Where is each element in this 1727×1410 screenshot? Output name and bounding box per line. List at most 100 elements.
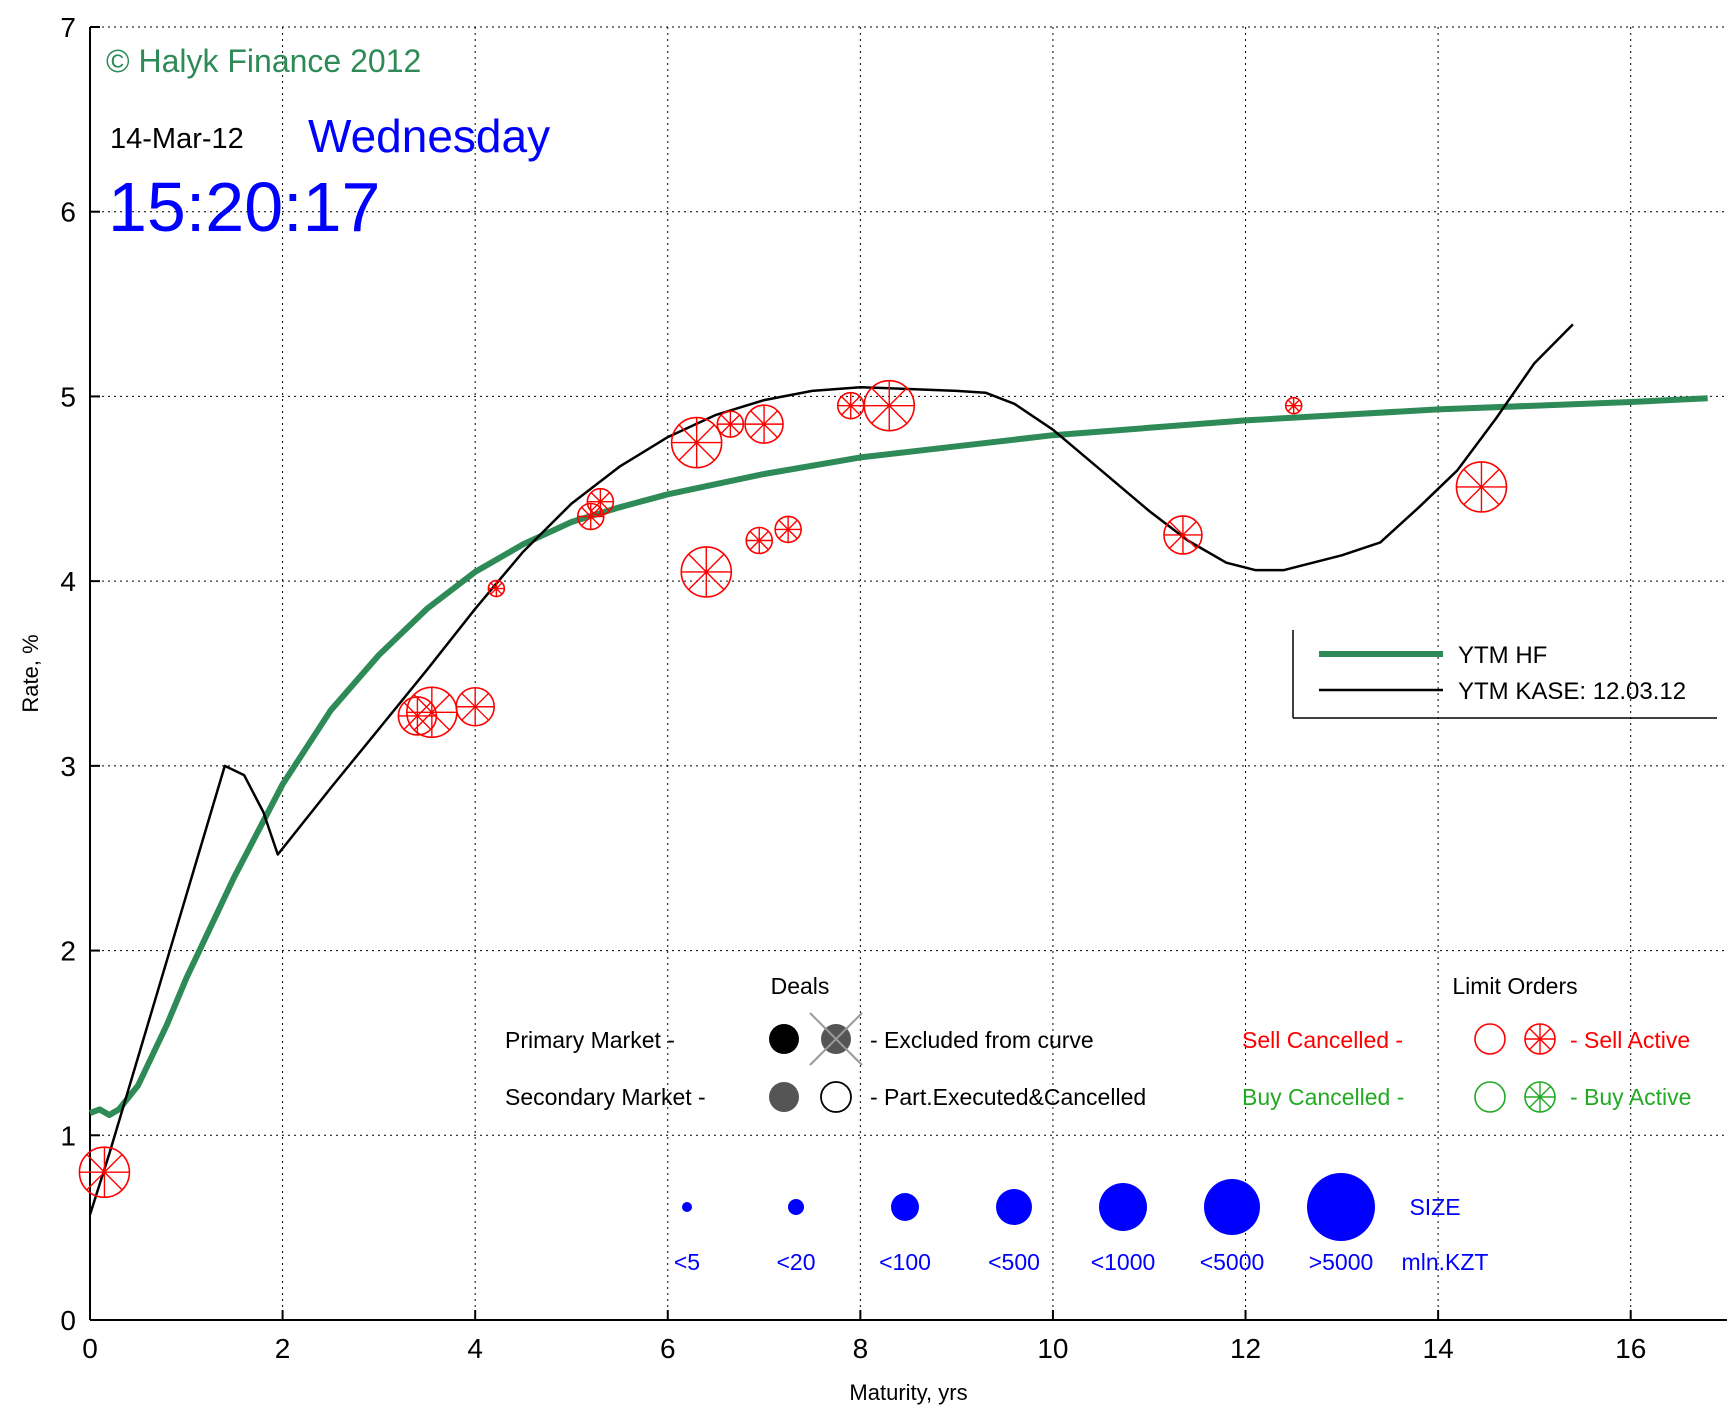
limit-order-marker (670, 416, 723, 469)
y-axis-title: Rate, % (18, 634, 43, 712)
limit-orders (78, 379, 1508, 1199)
part-executed-marker (820, 1081, 852, 1113)
legend: YTM HF YTM KASE: 12.03.12 (1292, 630, 1717, 719)
sell-cancelled-label: Sell Cancelled - (1242, 1027, 1403, 1053)
size-dot (682, 1202, 692, 1212)
limit-order-marker (455, 686, 495, 727)
x-tick-label: 4 (467, 1333, 483, 1364)
size-label: <500 (988, 1249, 1040, 1275)
marker-spoke (1463, 468, 1500, 506)
marker-key: Deals Limit Orders Primary Market - Seconda… (505, 973, 1691, 1275)
marker-spoke (720, 414, 741, 434)
series (88, 323, 1708, 1216)
sell-active-marker (1524, 1023, 1556, 1055)
x-axis-title: Maturity, yrs (849, 1380, 967, 1405)
secondary-deal-marker (769, 1082, 799, 1112)
legend-entry: YTM KASE: 12.03.12 (1458, 678, 1686, 705)
marker-spoke (413, 694, 451, 731)
buy-active-marker (1524, 1081, 1556, 1113)
size-dot (996, 1189, 1032, 1225)
marker-spoke (1528, 1027, 1552, 1051)
x-tick-label: 2 (275, 1333, 291, 1364)
marker-spoke (1528, 1085, 1552, 1109)
size-label: <1000 (1091, 1249, 1156, 1275)
marker-spoke (490, 582, 503, 595)
marker-spoke (590, 492, 611, 512)
limit-order-marker (716, 410, 745, 438)
marker-spoke (581, 506, 601, 527)
buy-cancelled-label: Buy Cancelled - (1242, 1084, 1404, 1110)
limit-order-marker (774, 515, 802, 544)
size-label: <20 (776, 1249, 815, 1275)
limit-order-marker (745, 526, 774, 555)
limit-order-marker (586, 487, 615, 516)
primary-market-label: Primary Market - (505, 1027, 675, 1053)
buy-active-label: - Buy Active (1570, 1084, 1691, 1110)
x-tick-label: 0 (82, 1333, 98, 1364)
marker-spoke (1287, 399, 1300, 412)
marker-circle (1474, 1023, 1506, 1055)
marker-spoke (749, 530, 769, 551)
y-tick-label: 0 (60, 1305, 76, 1336)
marker-spoke (688, 553, 725, 591)
date-text: 14-Mar-12 (110, 123, 244, 155)
size-dot (891, 1193, 919, 1221)
size-label: <5000 (1200, 1249, 1265, 1275)
x-tick-label: 6 (660, 1333, 676, 1364)
size-dot (788, 1199, 804, 1215)
marker-spoke (750, 410, 778, 439)
x-tick-label: 8 (853, 1333, 869, 1364)
part-executed-label: - Part.Executed&Cancelled (870, 1084, 1146, 1110)
limit-orders-title: Limit Orders (1452, 973, 1577, 999)
x-tick-label: 16 (1615, 1333, 1646, 1364)
y-tick-label: 7 (60, 12, 76, 43)
size-title: SIZE (1409, 1194, 1460, 1220)
ytm-kase-line (88, 323, 1574, 1216)
size-label: <5 (674, 1249, 700, 1275)
buy-cancelled-marker (1474, 1081, 1506, 1113)
limit-order-marker (406, 686, 458, 739)
size-dot (1204, 1179, 1260, 1235)
secondary-market-label: Secondary Market - (505, 1084, 706, 1110)
excluded-cross (809, 1012, 863, 1066)
limit-order-marker (744, 404, 784, 444)
marker-spoke (871, 387, 908, 424)
marker-spoke (1169, 521, 1197, 549)
y-tick-label: 4 (60, 566, 76, 597)
limit-order-marker (576, 502, 605, 531)
limit-order-marker (1163, 515, 1203, 555)
size-label: >5000 (1309, 1249, 1374, 1275)
x-tick-label: 10 (1037, 1333, 1068, 1364)
marker-spoke (778, 519, 798, 540)
size-label: <100 (879, 1249, 931, 1275)
primary-deal-marker (769, 1024, 799, 1054)
size-unit: mln.KZT (1402, 1249, 1489, 1275)
limit-order-marker (487, 579, 506, 598)
limit-order-marker (863, 379, 916, 432)
size-dot (1307, 1173, 1375, 1241)
y-tick-label: 1 (60, 1120, 76, 1151)
y-tick-label: 2 (60, 936, 76, 967)
copyright-text: © Halyk Finance 2012 (106, 43, 421, 79)
limit-order-marker (1455, 461, 1508, 513)
ytm-hf-line (88, 395, 1708, 1118)
y-tick-label: 5 (60, 381, 76, 412)
deals-title: Deals (771, 973, 830, 999)
time-text: 15:20:17 (108, 168, 380, 246)
limit-order-marker (78, 1146, 131, 1199)
x-tick-label: 12 (1230, 1333, 1261, 1364)
limit-order-marker (680, 546, 733, 598)
marker-spoke (461, 692, 490, 721)
size-dot (1099, 1183, 1147, 1231)
limit-order-marker (1284, 396, 1303, 415)
excluded-label: - Excluded from curve (870, 1027, 1094, 1053)
y-tick-label: 6 (60, 197, 76, 228)
marker-spoke (678, 424, 715, 461)
limit-order-marker (836, 391, 865, 420)
sell-cancelled-marker (1474, 1023, 1506, 1055)
x-tick-label: 14 (1423, 1333, 1454, 1364)
marker-spoke (841, 395, 861, 416)
marker-spoke (86, 1154, 123, 1191)
